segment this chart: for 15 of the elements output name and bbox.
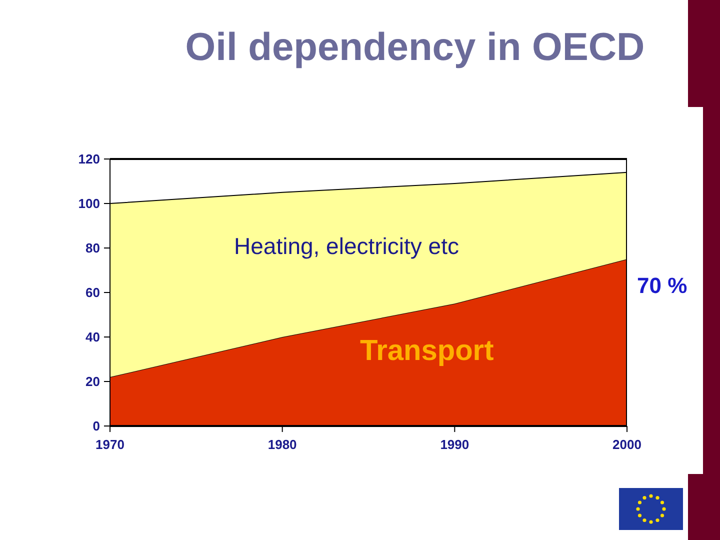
series-label: Transport bbox=[360, 335, 494, 368]
series-label: Heating, electricity etc bbox=[234, 233, 459, 260]
y-tick-label: 60 bbox=[86, 285, 100, 300]
x-tick-label: 1990 bbox=[440, 437, 470, 452]
x-tick-label: 2000 bbox=[612, 437, 642, 452]
y-tick-label: 20 bbox=[86, 374, 100, 390]
x-tick-label: 1980 bbox=[268, 437, 297, 452]
y-tick-label: 100 bbox=[78, 196, 100, 212]
x-tick-label: 1970 bbox=[96, 437, 124, 452]
y-tick-label: 120 bbox=[78, 152, 100, 167]
y-tick-label: 40 bbox=[86, 330, 100, 345]
text: 70 % bbox=[637, 273, 688, 299]
y-tick-label: 80 bbox=[86, 240, 100, 256]
y-tick-label: 0 bbox=[92, 418, 100, 434]
chart-title: Oil dependency in OECD bbox=[184, 26, 646, 70]
